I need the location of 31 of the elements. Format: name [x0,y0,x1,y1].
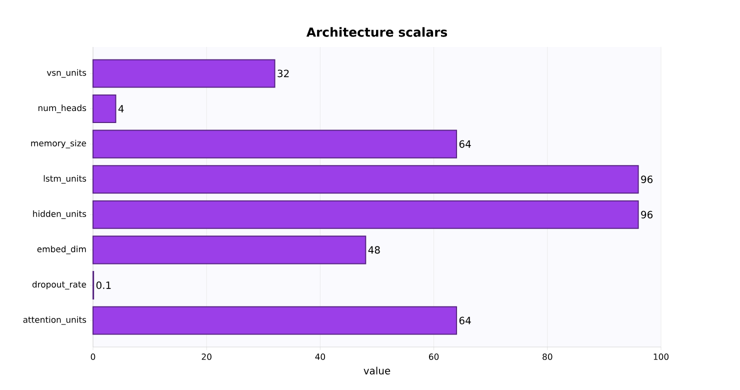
x-tick-label: 100 [654,354,669,360]
y-tick-label: hidden_units [33,210,86,219]
x-tick-label: 40 [315,354,326,360]
data-label: 4 [118,105,124,112]
x-axis-title: value [364,366,390,374]
bar [92,306,458,335]
bar [92,165,639,194]
x-tick-label: 60 [429,354,439,360]
y-tick-label: vsn_units [46,69,86,78]
y-tick-label: lstm_units [44,175,86,184]
x-tick-label: 20 [202,354,212,360]
bar [92,236,366,264]
y-tick-label: attention_units [23,316,86,325]
bar [92,59,276,88]
data-label: 96 [641,176,653,184]
bar [92,94,116,124]
y-tick-label: dropout_rate [32,281,86,290]
bar [92,130,458,158]
y-tick-label: embed_dim [37,246,86,254]
y-tick-label: num_heads [38,104,86,113]
x-tick-label: 80 [542,354,552,360]
data-label: 96 [641,210,653,218]
data-label: 0.1 [96,281,111,290]
bar [92,200,639,229]
data-label: 64 [459,316,471,324]
chart-title: Architecture scalars [306,27,448,37]
data-label: 64 [459,140,471,148]
y-tick-label: memory_size [31,140,86,148]
data-label: 48 [368,246,380,254]
x-tick-label: 0 [90,354,96,360]
data-label: 32 [278,70,289,78]
